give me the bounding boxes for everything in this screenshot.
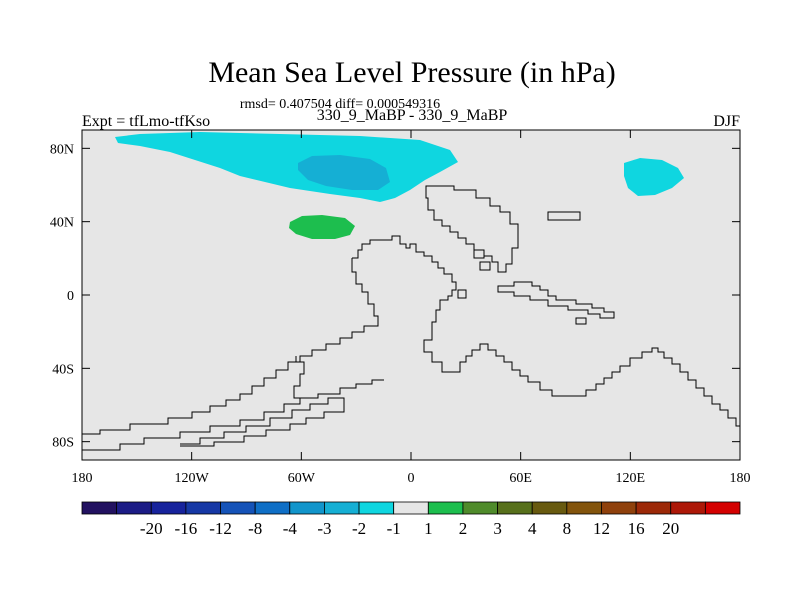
colorbar-label: -3 — [317, 519, 331, 538]
colorbar-label: 3 — [493, 519, 502, 538]
colorbar-swatch — [393, 501, 429, 515]
colorbar-label: -12 — [209, 519, 232, 538]
colorbar-swatch — [324, 501, 360, 515]
colorbar-swatch — [670, 501, 706, 515]
colorbar-label: 4 — [528, 519, 537, 538]
x-tick-label: 60E — [509, 471, 532, 486]
colorbar-swatch — [81, 501, 118, 515]
y-tick-label: 40N — [50, 216, 74, 231]
colorbar-swatch — [601, 501, 637, 515]
colorbar-label: -2 — [352, 519, 366, 538]
season-label: DJF — [713, 113, 740, 130]
island-east-chain — [497, 281, 615, 319]
colorbar-swatch — [427, 501, 464, 515]
colorbar-label: 20 — [662, 519, 679, 538]
anomaly-region-plus1-atlantic — [289, 215, 355, 239]
map-panel: 180 120W 60W 0 60E 120E 180 80N 40N 0 40S 80S — [50, 129, 751, 486]
colorbar-label: -16 — [175, 519, 198, 538]
continent-main — [352, 235, 740, 427]
colorbar-label: -4 — [283, 519, 298, 538]
anomaly-region-minus2-greenland — [298, 155, 390, 190]
inner-island-arc — [293, 356, 305, 399]
colorbar-swatch — [116, 501, 152, 515]
y-tick-label: 80N — [50, 142, 74, 157]
x-tick-label: 180 — [72, 471, 93, 486]
y-tick-label: 40S — [52, 362, 74, 377]
island-small-3 — [457, 289, 467, 299]
x-tick-label: 180 — [730, 471, 751, 486]
colorbar: -20 -16 -12 -8 -4 -3 -2 -1 1 2 3 4 8 12 16 20 — [81, 501, 741, 538]
island-asia — [547, 211, 581, 221]
colorbar-swatch — [254, 501, 291, 515]
southern-strip-a — [82, 379, 384, 451]
colorbar-swatch — [289, 501, 325, 515]
colorbar-label: 1 — [424, 519, 433, 538]
colorbar-swatch — [185, 501, 221, 515]
colorbar-swatch — [358, 501, 395, 515]
map-axes: 180 120W 60W 0 60E 120E 180 80N 40N 0 40S 80S — [50, 130, 751, 486]
colorbar-label: 16 — [628, 519, 645, 538]
colorbar-label: 8 — [563, 519, 572, 538]
colorbar-label: 12 — [593, 519, 610, 538]
colorbar-swatch — [704, 501, 741, 515]
colorbar-label: -20 — [140, 519, 163, 538]
colorbar-swatch — [635, 501, 672, 515]
colorbar-swatch — [462, 501, 498, 515]
colorbar-label: -1 — [387, 519, 401, 538]
colorbar-label: 2 — [459, 519, 468, 538]
anomaly-shading — [115, 132, 684, 239]
island-east-small — [575, 317, 587, 325]
x-tick-label: 0 — [408, 471, 415, 486]
coastlines — [82, 185, 740, 451]
experiment-label: Expt = tfLmo-tfKso — [82, 113, 210, 130]
x-tick-label: 60W — [288, 471, 316, 486]
run-label: 330_9_MaBP - 330_9_MaBP — [317, 107, 508, 124]
x-tick-label: 120E — [616, 471, 646, 486]
y-tick-label: 80S — [52, 436, 74, 451]
colorbar-swatch — [531, 501, 568, 515]
colorbar-label: -8 — [248, 519, 262, 538]
island-small-2 — [479, 261, 491, 271]
anomaly-region-minus1-siberia — [624, 158, 684, 196]
colorbar-swatch — [497, 501, 533, 515]
colorbar-swatch — [566, 501, 602, 515]
continent-western-arc — [82, 258, 379, 435]
stats-label: rmsd= 0.407504 diff= 0.000549316 — [240, 97, 440, 112]
chart-title: Mean Sea Level Pressure (in hPa) — [208, 56, 615, 89]
island-small-1 — [473, 249, 485, 259]
y-tick-label: 0 — [67, 289, 74, 304]
southern-strip-b — [180, 397, 345, 447]
northern-continent — [425, 185, 519, 273]
colorbar-swatch — [150, 501, 187, 515]
x-tick-label: 120W — [175, 471, 210, 486]
colorbar-swatch — [220, 501, 256, 515]
